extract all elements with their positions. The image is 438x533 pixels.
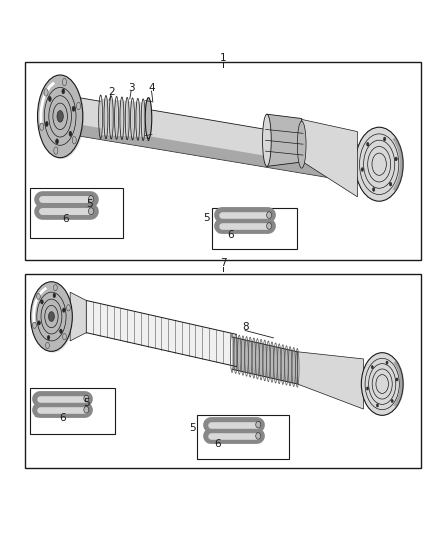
Text: 6: 6: [215, 439, 221, 449]
Polygon shape: [70, 292, 86, 341]
Ellipse shape: [391, 399, 393, 402]
Ellipse shape: [386, 361, 388, 364]
Ellipse shape: [48, 336, 49, 339]
Ellipse shape: [70, 132, 71, 135]
Text: 5: 5: [204, 213, 210, 223]
Bar: [25, 62, 421, 260]
Text: 6: 6: [63, 214, 69, 224]
Ellipse shape: [49, 98, 51, 100]
Text: 1: 1: [220, 53, 226, 63]
Polygon shape: [79, 98, 360, 183]
Polygon shape: [297, 352, 364, 409]
Ellipse shape: [389, 182, 392, 186]
Ellipse shape: [31, 282, 72, 351]
Ellipse shape: [41, 300, 43, 304]
Text: 5: 5: [83, 398, 90, 408]
Ellipse shape: [297, 121, 306, 168]
Ellipse shape: [32, 283, 74, 353]
Polygon shape: [302, 119, 357, 197]
Text: 8: 8: [242, 322, 248, 333]
Text: 7: 7: [220, 258, 226, 268]
Ellipse shape: [88, 196, 94, 203]
Ellipse shape: [36, 293, 40, 300]
Ellipse shape: [367, 387, 368, 390]
Ellipse shape: [53, 285, 57, 291]
Ellipse shape: [72, 106, 75, 111]
Bar: [30, 188, 123, 238]
Polygon shape: [101, 99, 148, 137]
Ellipse shape: [39, 76, 84, 159]
Text: 6: 6: [59, 413, 66, 423]
Ellipse shape: [256, 421, 261, 428]
Text: 2: 2: [108, 86, 114, 96]
Text: 5: 5: [86, 199, 93, 209]
Ellipse shape: [63, 308, 65, 312]
Ellipse shape: [46, 123, 48, 125]
Ellipse shape: [84, 395, 89, 402]
Ellipse shape: [355, 127, 403, 201]
Ellipse shape: [47, 335, 50, 340]
Ellipse shape: [62, 78, 67, 86]
Ellipse shape: [44, 88, 48, 96]
Text: 6: 6: [228, 230, 234, 240]
Ellipse shape: [361, 353, 403, 415]
Ellipse shape: [32, 322, 36, 328]
Bar: [25, 274, 421, 467]
Bar: [197, 415, 289, 459]
Text: 5: 5: [189, 423, 195, 433]
Polygon shape: [79, 124, 360, 183]
Polygon shape: [267, 114, 302, 166]
Ellipse shape: [383, 137, 386, 141]
Ellipse shape: [145, 98, 152, 139]
Ellipse shape: [46, 342, 49, 349]
Ellipse shape: [63, 90, 64, 93]
Ellipse shape: [38, 321, 40, 325]
Ellipse shape: [84, 407, 89, 413]
Polygon shape: [232, 337, 297, 384]
Ellipse shape: [53, 294, 55, 297]
Ellipse shape: [56, 139, 58, 144]
Ellipse shape: [63, 309, 64, 311]
Ellipse shape: [69, 131, 72, 136]
Ellipse shape: [38, 75, 83, 158]
Ellipse shape: [63, 334, 66, 340]
Ellipse shape: [40, 123, 44, 131]
Ellipse shape: [49, 312, 54, 321]
Ellipse shape: [53, 293, 56, 297]
Ellipse shape: [88, 208, 94, 215]
Ellipse shape: [46, 122, 48, 126]
Ellipse shape: [395, 157, 397, 161]
Text: 3: 3: [128, 83, 134, 93]
Ellipse shape: [62, 89, 65, 94]
Ellipse shape: [41, 301, 42, 303]
Ellipse shape: [267, 212, 272, 219]
Polygon shape: [86, 301, 237, 367]
Ellipse shape: [372, 188, 375, 191]
Ellipse shape: [54, 147, 58, 155]
Ellipse shape: [49, 96, 51, 101]
Ellipse shape: [56, 140, 58, 143]
Ellipse shape: [39, 322, 40, 324]
Ellipse shape: [367, 142, 369, 146]
Ellipse shape: [72, 136, 76, 144]
Ellipse shape: [262, 114, 271, 166]
Text: 4: 4: [148, 83, 155, 93]
Ellipse shape: [396, 378, 398, 381]
Ellipse shape: [361, 168, 364, 172]
Ellipse shape: [60, 330, 62, 333]
Ellipse shape: [267, 223, 272, 229]
Ellipse shape: [371, 366, 373, 369]
Ellipse shape: [57, 110, 64, 122]
Ellipse shape: [67, 305, 70, 311]
Bar: [30, 389, 115, 434]
Ellipse shape: [73, 107, 74, 110]
Ellipse shape: [376, 404, 378, 407]
Bar: [212, 208, 297, 249]
Ellipse shape: [256, 433, 261, 439]
Ellipse shape: [77, 102, 81, 110]
Ellipse shape: [60, 329, 62, 333]
